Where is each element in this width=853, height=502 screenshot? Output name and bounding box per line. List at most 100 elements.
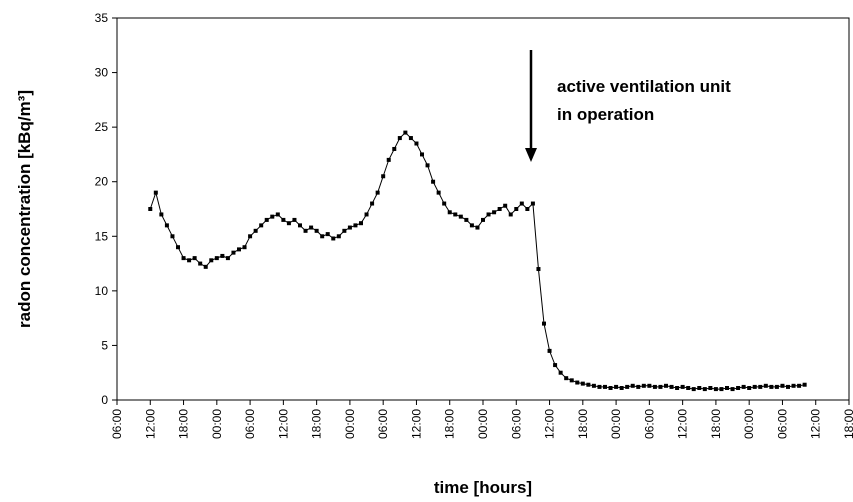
data-point [353, 223, 358, 228]
data-point [697, 385, 702, 390]
data-point [176, 245, 180, 250]
y-tick-label: 0 [101, 393, 108, 407]
data-point [719, 387, 724, 392]
data-point [492, 210, 497, 215]
data-point [359, 221, 363, 226]
data-point [453, 212, 458, 217]
data-point [508, 212, 513, 217]
data-point [469, 223, 474, 228]
data-point [564, 376, 569, 381]
x-tick-label: 06:00 [243, 409, 257, 439]
x-tick-label: 18:00 [842, 409, 853, 439]
data-point [475, 225, 480, 230]
data-point [209, 258, 214, 263]
x-tick-label: 06:00 [775, 409, 789, 439]
data-point [542, 321, 546, 326]
data-point [603, 384, 607, 389]
x-axis-title: time [hours] [434, 478, 532, 497]
data-point [420, 152, 424, 157]
data-point [591, 383, 596, 388]
x-tick-label: 06:00 [376, 409, 390, 439]
data-point [514, 207, 519, 211]
data-point [408, 136, 413, 141]
data-point [519, 201, 524, 206]
data-point [525, 207, 530, 211]
data-point [270, 214, 275, 219]
x-tick-label: 18:00 [443, 409, 457, 439]
data-point [503, 203, 508, 208]
data-point [447, 210, 452, 215]
x-tick-label: 18:00 [576, 409, 590, 439]
y-tick-label: 10 [95, 284, 109, 298]
data-point [148, 207, 153, 211]
x-tick-label: 06:00 [509, 409, 523, 439]
data-point [192, 256, 197, 261]
data-point [569, 378, 574, 383]
data-point [264, 217, 269, 222]
data-point [198, 261, 203, 266]
data-point [741, 384, 746, 389]
x-tick-label: 12:00 [143, 409, 157, 439]
data-point [159, 212, 164, 217]
y-tick-label: 20 [95, 175, 109, 189]
x-tick-label: 00:00 [476, 409, 490, 439]
data-point [791, 383, 796, 388]
data-point [691, 387, 696, 392]
data-point [220, 253, 225, 258]
data-point [187, 258, 192, 263]
annotation-arrow-head [525, 148, 537, 162]
data-point [464, 217, 469, 222]
data-point [248, 234, 253, 239]
data-point [586, 382, 591, 387]
data-point [203, 264, 208, 269]
y-tick-label: 25 [95, 120, 109, 134]
data-point [497, 207, 502, 211]
data-point [436, 190, 441, 195]
data-point [164, 223, 169, 228]
x-tick-label: 12:00 [409, 409, 423, 439]
annotation: in operation [557, 105, 654, 124]
data-point [347, 225, 352, 230]
data-point [364, 212, 369, 217]
plot-frame [116, 17, 850, 401]
data-point [530, 201, 535, 206]
data-point [303, 228, 308, 233]
data-point [780, 383, 785, 388]
data-point [769, 384, 774, 389]
data-point [641, 383, 646, 388]
data-point [331, 236, 336, 241]
data-point [442, 201, 447, 206]
data-point [259, 223, 264, 228]
data-point [309, 225, 314, 230]
y-tick-label: 5 [101, 338, 108, 352]
data-point [664, 383, 668, 388]
data-point [608, 385, 613, 390]
data-point [458, 214, 463, 219]
data-point [381, 174, 386, 179]
data-point [214, 256, 219, 261]
x-tick-label: 06:00 [110, 409, 124, 439]
x-tick-label: 00:00 [609, 409, 623, 439]
x-tick-label: 12:00 [543, 409, 557, 439]
data-point [614, 384, 619, 389]
data-point [403, 130, 408, 135]
data-point [652, 384, 657, 389]
data-point [486, 212, 491, 217]
x-tick-label: 12:00 [676, 409, 690, 439]
data-point [286, 221, 291, 226]
data-point [625, 384, 630, 389]
data-point [536, 267, 541, 272]
data-point [325, 232, 330, 237]
data-point [298, 223, 302, 228]
data-point [758, 384, 763, 389]
data-point [647, 383, 652, 388]
data-point [669, 384, 674, 389]
data-point [342, 228, 347, 233]
data-point [253, 228, 258, 233]
data-point [237, 247, 241, 252]
data-point [431, 179, 436, 184]
data-point [686, 385, 691, 390]
x-tick-label: 12:00 [809, 409, 823, 439]
data-line [149, 131, 805, 390]
data-point [713, 387, 718, 392]
